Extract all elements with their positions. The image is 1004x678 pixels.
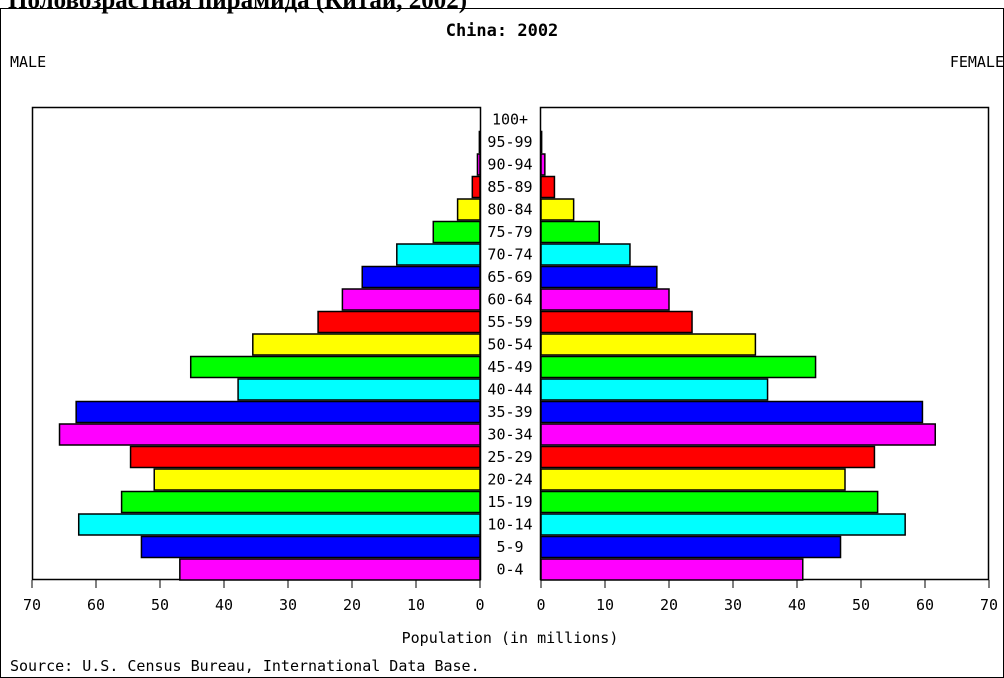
female-x-tick-label: 0: [536, 596, 545, 614]
age-group-label: 85-89: [487, 178, 532, 196]
male-bar-30-34: [58, 423, 481, 446]
age-group-label: 90-94: [487, 156, 532, 174]
age-group-label: 95-99: [487, 133, 532, 151]
female-bar-80-84: [540, 198, 575, 221]
male-bar-20-24: [153, 468, 481, 491]
female-bar-45-49: [540, 355, 817, 379]
male-x-tick-label: 70: [23, 596, 41, 614]
male-bar-25-29: [129, 445, 481, 469]
x-axis-label: Population (in millions): [402, 629, 619, 647]
age-group-label: 25-29: [487, 448, 532, 466]
age-group-label: 50-54: [487, 336, 532, 354]
female-bar-35-39: [540, 400, 924, 424]
male-x-tick-label: 20: [343, 596, 361, 614]
age-group-label: 30-34: [487, 426, 532, 444]
female-x-tick-label: 20: [660, 596, 678, 614]
female-bar-20-24: [540, 468, 846, 491]
chart-title: China: 2002: [446, 21, 559, 41]
male-bar-55-59: [317, 310, 481, 334]
female-bar-85-89: [540, 175, 556, 199]
female-bar-10-14: [540, 513, 906, 536]
female-x-tick-label: 60: [916, 596, 934, 614]
age-group-label: 15-19: [487, 493, 532, 511]
female-bar-90-94: [540, 153, 546, 176]
female-bar-50-54: [540, 333, 757, 356]
source-note: Source: U.S. Census Bureau, Internationa…: [10, 657, 480, 675]
male-bar-70-74: [396, 243, 481, 266]
male-bar-40-44: [237, 378, 481, 401]
age-group-label: 0-4: [496, 561, 523, 579]
male-bar-95-99: [478, 130, 481, 154]
male-bar-65-69: [361, 265, 481, 289]
female-bar-30-34: [540, 423, 936, 446]
age-group-label: 100+: [492, 111, 528, 129]
female-bar-25-29: [540, 445, 876, 469]
female-x-tick-label: 30: [724, 596, 742, 614]
female-bar-65-69: [540, 265, 658, 289]
age-group-label: 55-59: [487, 313, 532, 331]
female-bar-15-19: [540, 490, 879, 514]
male-bar-15-19: [120, 490, 481, 514]
age-group-label: 40-44: [487, 381, 532, 399]
age-group-label: 20-24: [487, 471, 532, 489]
male-x-tick-label: 50: [151, 596, 169, 614]
male-bar-0-4: [179, 558, 481, 581]
female-label: FEMALE: [950, 53, 1004, 71]
female-x-tick-label: 70: [980, 596, 998, 614]
age-group-label: 10-14: [487, 516, 532, 534]
male-x-tick-label: 60: [87, 596, 105, 614]
male-bar-75-79: [432, 220, 481, 244]
female-bar-75-79: [540, 220, 600, 244]
male-bar-5-9: [140, 535, 481, 559]
male-label: MALE: [10, 53, 46, 71]
female-bar-5-9: [540, 535, 842, 559]
male-bar-50-54: [252, 333, 481, 356]
male-bar-45-49: [189, 355, 481, 379]
female-x-tick-label: 10: [596, 596, 614, 614]
age-group-label: 80-84: [487, 201, 532, 219]
male-bar-10-14: [77, 513, 481, 536]
age-group-label: 75-79: [487, 223, 532, 241]
male-x-tick-label: 40: [215, 596, 233, 614]
age-group-label: 45-49: [487, 358, 532, 376]
male-bar-90-94: [476, 153, 481, 176]
female-x-tick-label: 40: [788, 596, 806, 614]
female-bar-70-74: [540, 243, 631, 266]
male-x-tick-label: 30: [279, 596, 297, 614]
female-bar-95-99: [540, 130, 543, 154]
female-bar-0-4: [540, 558, 804, 581]
male-x-tick-label: 10: [407, 596, 425, 614]
female-bar-60-64: [540, 288, 670, 311]
female-x-tick-label: 50: [852, 596, 870, 614]
age-group-label: 5-9: [496, 538, 523, 556]
male-bar-80-84: [456, 198, 481, 221]
male-bar-85-89: [471, 175, 481, 199]
age-group-label: 65-69: [487, 268, 532, 286]
age-group-label: 35-39: [487, 403, 532, 421]
male-bar-35-39: [75, 400, 481, 424]
page-caption: Половозрастная пирамида (Китай, 2002): [8, 0, 468, 14]
male-x-tick-label: 0: [475, 596, 484, 614]
age-group-label: 70-74: [487, 246, 532, 264]
female-bar-40-44: [540, 378, 769, 401]
male-bar-60-64: [341, 288, 481, 311]
female-bar-55-59: [540, 310, 693, 334]
age-group-label: 60-64: [487, 291, 532, 309]
